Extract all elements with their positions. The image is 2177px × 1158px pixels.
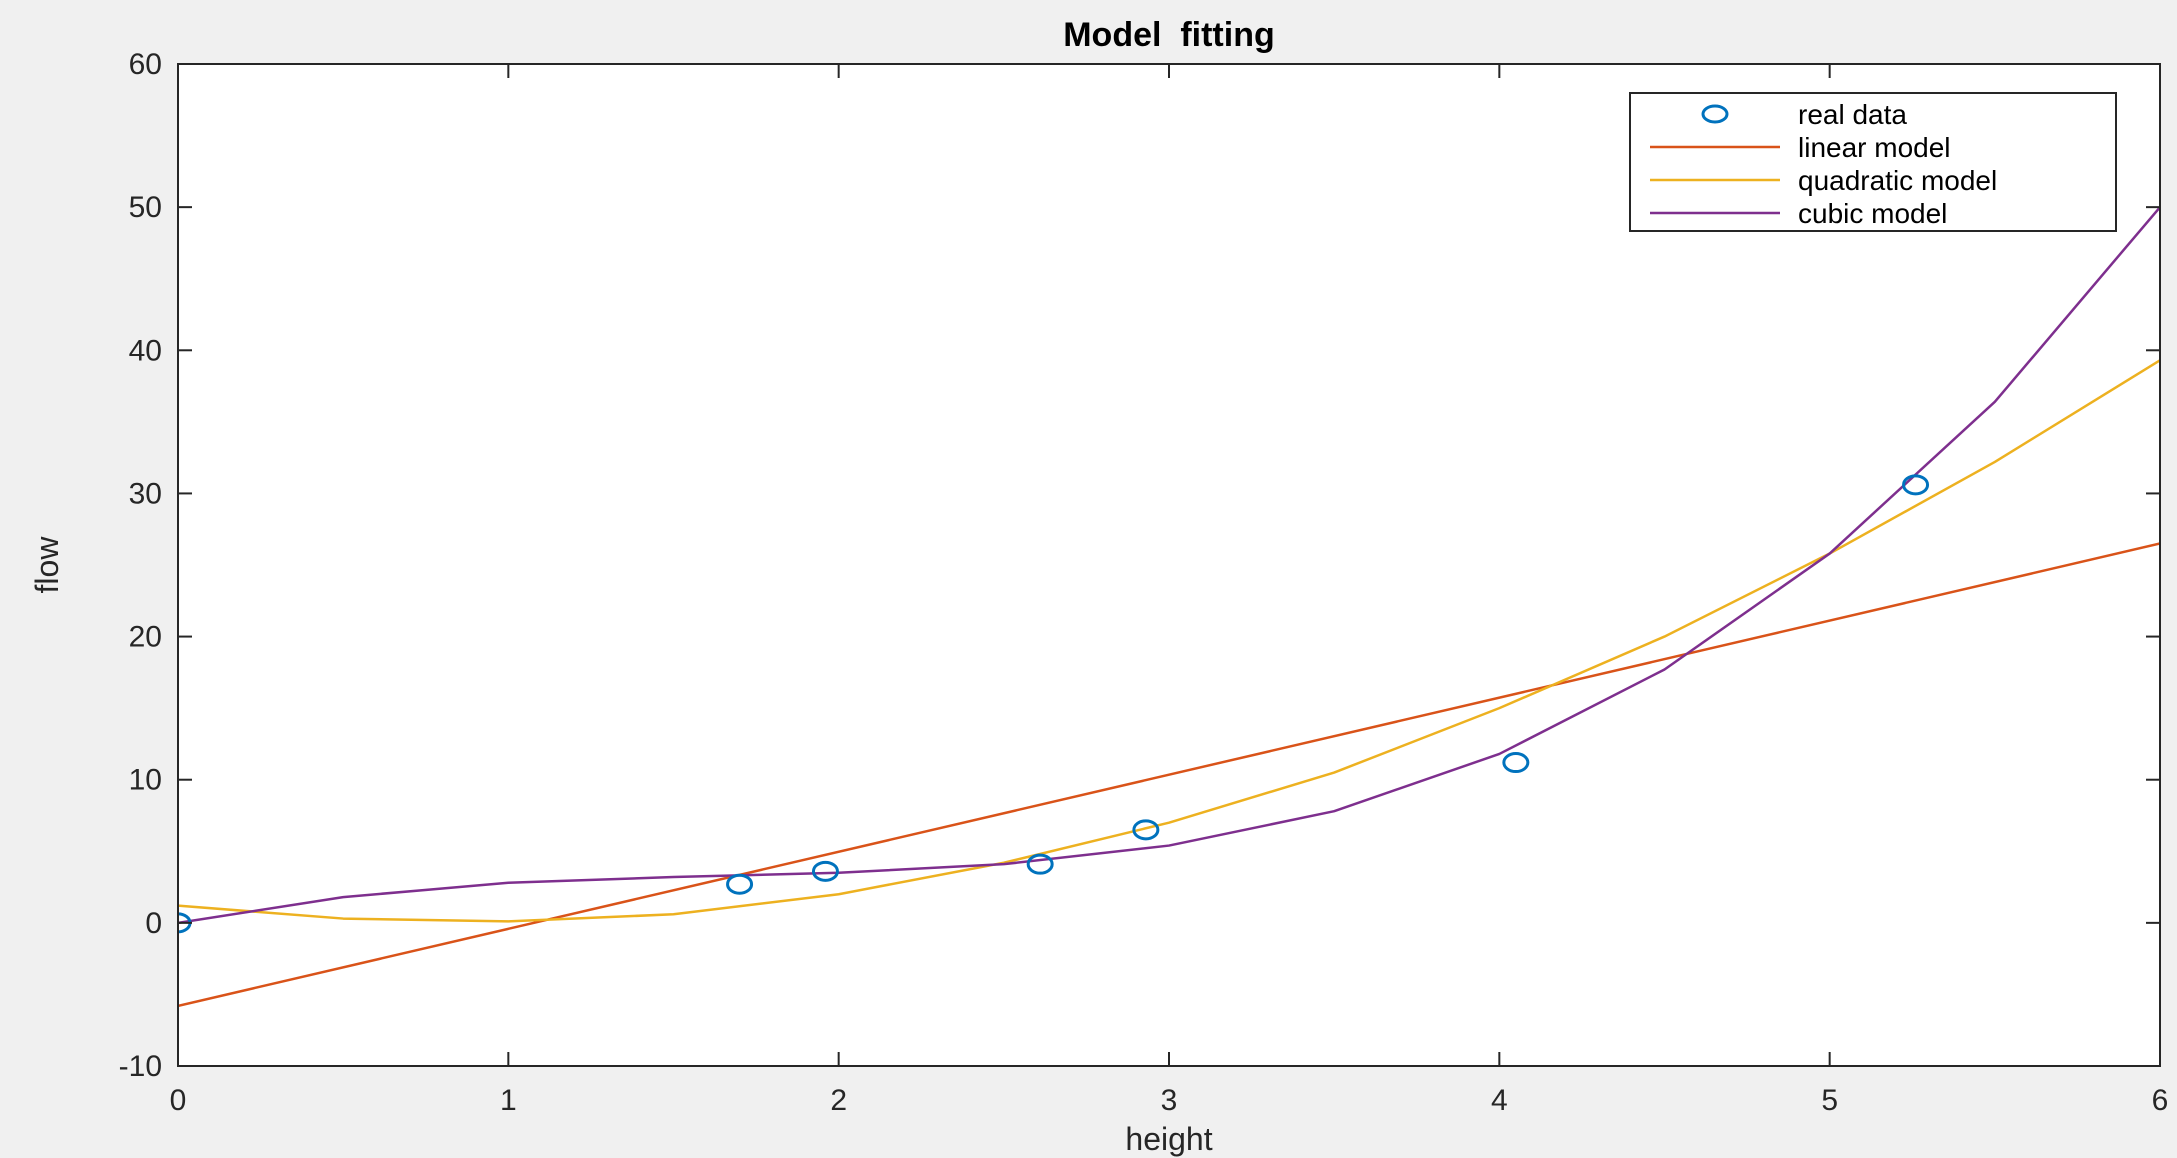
y-axis-label: flow [29,536,65,594]
legend-label-linear-model: linear model [1798,132,1951,163]
x-axis-label: height [1125,1121,1212,1157]
y-tick-label: 40 [129,334,162,367]
real-data-point [1026,853,1054,875]
y-tick-label: 60 [129,48,162,81]
cubic-model-line [178,206,2160,925]
y-tick-label: 0 [145,907,162,940]
real-data-point [1132,819,1160,841]
x-tick-label: 5 [1821,1084,1838,1117]
x-tick-label: 6 [2152,1084,2169,1117]
legend-box [1629,92,2117,232]
series-layer [178,206,2160,1008]
x-tick-label: 4 [1491,1084,1508,1117]
real-data-point [726,873,754,895]
linear-model-line [178,542,2160,1008]
real-data-point [1502,752,1530,774]
real-data-point [1902,474,1930,496]
y-tick-label: 50 [129,191,162,224]
legend-marker-real-data [1701,104,1729,124]
legend-label-real-data: real data [1798,99,1907,130]
x-tick-label: 3 [1161,1084,1178,1117]
x-tick-label: 0 [170,1084,187,1117]
y-tick-label: 10 [129,764,162,797]
real-data-point [811,860,839,882]
x-tick-label: 1 [500,1084,517,1117]
y-tick-label: 20 [129,621,162,654]
x-tick-label: 2 [830,1084,847,1117]
y-tick-label: -10 [119,1050,162,1083]
chart-title: Model fitting [1063,16,1275,54]
y-tick-label: 30 [129,477,162,510]
legend-label-cubic-model: cubic model [1798,198,1947,229]
legend-label-quadratic-model: quadratic model [1798,165,1997,196]
